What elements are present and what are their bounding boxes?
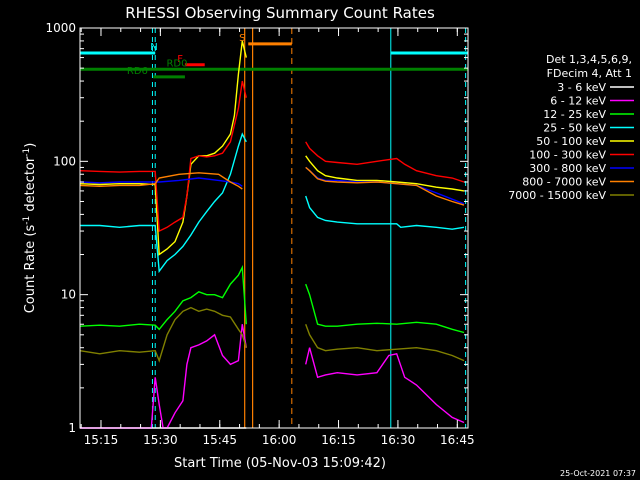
y-tick-label-2: 100 <box>53 154 76 168</box>
legend-label-4: 50 - 100 keV <box>536 135 606 148</box>
x-tick-label-1: 15:30 <box>143 433 178 447</box>
series-line-7-seg-0 <box>79 172 243 190</box>
series-line-8-seg-0 <box>79 306 247 363</box>
rd6-label: RD6 <box>127 66 148 77</box>
series-line-4-seg-1 <box>305 155 465 192</box>
y-tick-label-1: 10 <box>61 288 76 302</box>
series-line-2-seg-1 <box>305 283 465 334</box>
series-line-5-seg-0 <box>79 80 247 233</box>
series-line-2-seg-0 <box>79 264 247 331</box>
footer-timestamp: 25-Oct-2021 07:37 <box>560 469 636 478</box>
y-tick-label-3: 1000 <box>45 21 76 35</box>
legend-label-0: 3 - 6 keV <box>557 81 606 94</box>
plot-frame <box>79 27 469 429</box>
series-line-8-seg-1 <box>305 323 465 362</box>
legend-label-8: 7000 - 15000 keV <box>508 189 606 202</box>
x-tick-label-2: 15:45 <box>202 433 237 447</box>
series-line-3-seg-0 <box>80 132 247 274</box>
legend-header-2: FDecim 4, Att 1 <box>547 67 632 80</box>
night-label: N <box>150 42 157 53</box>
legend-label-3: 25 - 50 keV <box>543 122 606 135</box>
legend: Det 1,3,4,5,6,9, FDecim 4, Att 1 3 - 6 k… <box>508 53 634 202</box>
saa-label: S <box>239 33 245 44</box>
legend-label-7: 800 - 7000 keV <box>522 176 606 189</box>
x-tick-label-3: 16:00 <box>262 433 297 447</box>
chart-title: RHESSI Observing Summary Count Rates <box>125 4 435 22</box>
axes: 1 10 100 1000 15:15 15:30 15:45 16:00 16:15 16:30… <box>45 21 474 447</box>
legend-label-5: 100 - 300 keV <box>529 149 606 162</box>
flare-label: F <box>177 54 183 65</box>
series-line-3-seg-1 <box>305 195 465 230</box>
legend-label-6: 300 - 800 keV <box>529 162 606 175</box>
x-tick-label-6: 16:45 <box>440 433 475 447</box>
x-tick-label-4: 16:15 <box>321 433 356 447</box>
y-tick-label-0: 1 <box>68 421 76 435</box>
series-line-5-seg-1 <box>305 141 465 183</box>
legend-label-2: 12 - 25 keV <box>543 108 606 121</box>
x-tick-label-0: 15:15 <box>84 433 119 447</box>
legend-header-1: Det 1,3,4,5,6,9, <box>546 53 632 66</box>
rd0-label: RD0 <box>166 58 187 69</box>
series-line-1-seg-1 <box>305 347 465 424</box>
legend-label-1: 6 - 12 keV <box>550 95 606 108</box>
x-axis-label: Start Time (05-Nov-03 15:09:42) <box>174 456 386 471</box>
x-tick-label-5: 16:30 <box>381 433 416 447</box>
series-line-7-seg-1 <box>305 166 465 206</box>
y-axis-label: Count Rate (s-1 detector-1) <box>22 143 38 314</box>
